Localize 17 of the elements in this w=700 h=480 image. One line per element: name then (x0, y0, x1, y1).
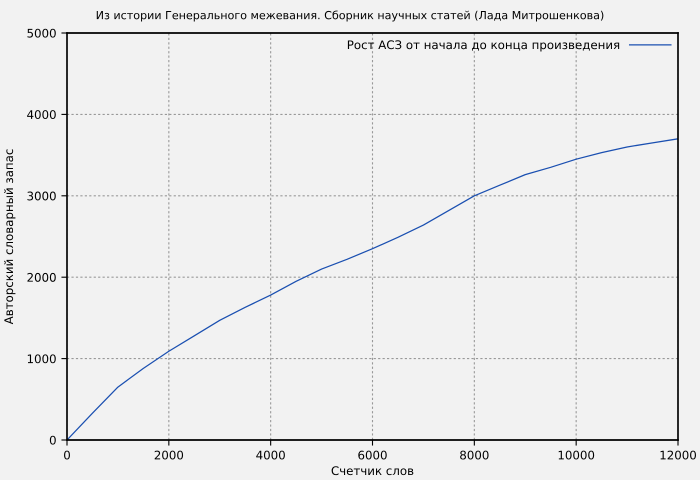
y-tick-label: 2000 (27, 272, 56, 282)
legend-label: Рост АСЗ от начала до конца произведения (348, 40, 620, 52)
x-tick-label: 0 (64, 450, 70, 460)
x-tick-label: 2000 (154, 450, 184, 460)
x-axis-title: Счетчик слов (332, 466, 414, 476)
y-tick-label: 3000 (27, 192, 56, 200)
y-tick-label: 4000 (27, 110, 56, 120)
x-tick-label: 10000 (558, 450, 594, 460)
y-tick-label: 5000 (27, 28, 56, 38)
x-tick-label: 4000 (256, 450, 285, 460)
y-tick-label: 1000 (28, 354, 56, 364)
x-tick-label: 12000 (660, 450, 696, 460)
y-axis-title: Авторский словарный запас (4, 149, 16, 324)
x-tick-label: 8000 (460, 450, 489, 460)
chart-title: Из истории Генерального межевания. Сборник научных статей (Лада Митрошенкова) (96, 10, 604, 22)
y-tick-label: 0 (50, 436, 56, 445)
x-tick-label: 6000 (358, 450, 387, 460)
